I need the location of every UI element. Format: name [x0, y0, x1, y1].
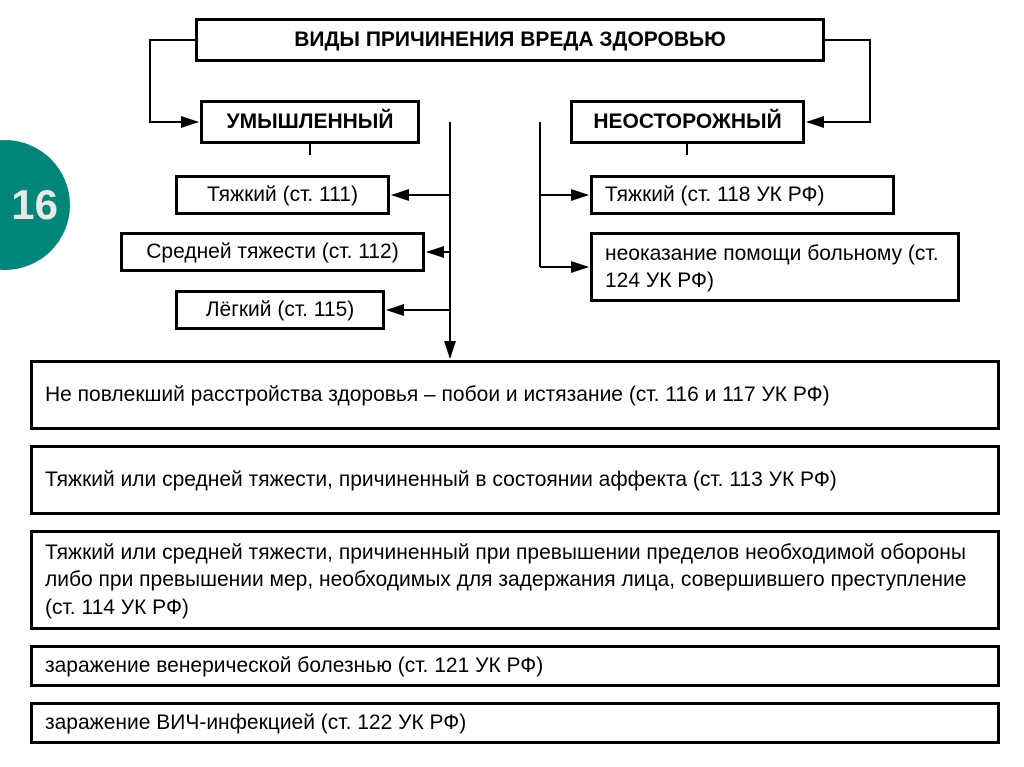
title-box: ВИДЫ ПРИЧИНЕНИЯ ВРЕДА ЗДОРОВЬЮ	[195, 18, 825, 62]
row-affect: Тяжкий или средней тяжести, причиненный …	[30, 445, 1000, 515]
branch-left-text: УМЫШЛЕННЫЙ	[227, 108, 394, 135]
row-hiv: заражение ВИЧ-инфекцией (ст. 122 УК РФ)	[30, 702, 1000, 744]
left-item-light: Лёгкий (ст. 115)	[175, 290, 385, 330]
r2-text: Тяжкий или средней тяжести, причиненный …	[45, 466, 837, 493]
r3-text: Тяжкий или средней тяжести, причиненный …	[45, 539, 985, 621]
left-c-text: Лёгкий (ст. 115)	[206, 296, 355, 323]
right-b-text: неоказание помощи больному (ст. 124 УК Р…	[605, 240, 945, 295]
slide-number-badge: 16	[0, 140, 70, 270]
left-b-text: Средней тяжести (ст. 112)	[146, 238, 398, 265]
left-item-medium: Средней тяжести (ст. 112)	[120, 232, 425, 272]
r4-text: заражение венерической болезнью (ст. 121…	[45, 652, 543, 679]
r1-text: Не повлекший расстройства здоровья – поб…	[45, 381, 830, 408]
left-item-severe: Тяжкий (ст. 111)	[175, 175, 390, 215]
right-item-severe: Тяжкий (ст. 118 УК РФ)	[590, 175, 895, 215]
row-no-disorder: Не повлекший расстройства здоровья – поб…	[30, 360, 1000, 430]
branch-right-text: НЕОСТОРОЖНЫЙ	[593, 108, 781, 135]
slide-number: 16	[11, 181, 58, 229]
row-defense: Тяжкий или средней тяжести, причиненный …	[30, 530, 1000, 630]
r5-text: заражение ВИЧ-инфекцией (ст. 122 УК РФ)	[45, 709, 466, 736]
row-venereal: заражение венерической болезнью (ст. 121…	[30, 645, 1000, 687]
left-a-text: Тяжкий (ст. 111)	[207, 181, 358, 208]
branch-negligent: НЕОСТОРОЖНЫЙ	[570, 100, 805, 144]
branch-intentional: УМЫШЛЕННЫЙ	[200, 100, 420, 144]
right-a-text: Тяжкий (ст. 118 УК РФ)	[605, 181, 824, 208]
title-text: ВИДЫ ПРИЧИНЕНИЯ ВРЕДА ЗДОРОВЬЮ	[294, 26, 726, 53]
right-item-noaid: неоказание помощи больному (ст. 124 УК Р…	[590, 232, 960, 302]
